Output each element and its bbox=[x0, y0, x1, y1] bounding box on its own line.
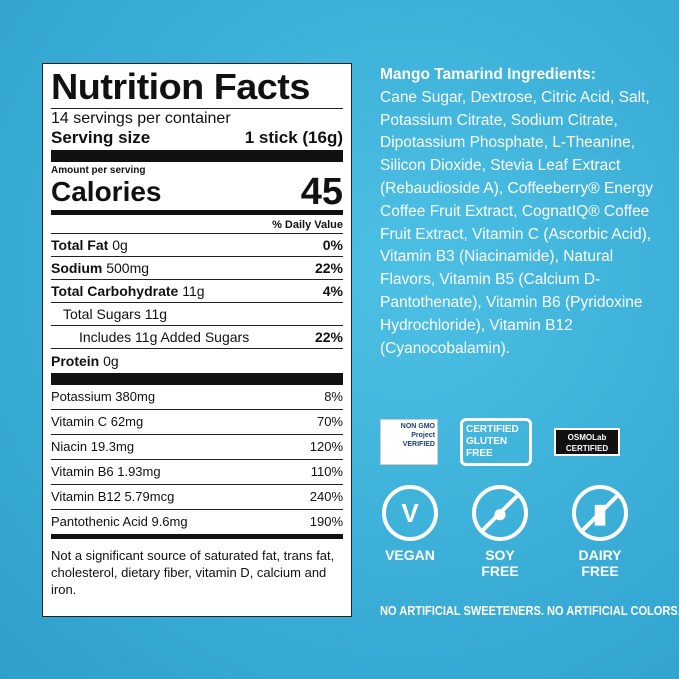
vitamin-row: Vitamin B12 5.79mcg 240% bbox=[51, 485, 343, 510]
osmo-lab-badge: OSMOLab CERTIFIED bbox=[554, 428, 620, 456]
nutrient-dv: 4% bbox=[322, 283, 343, 299]
nutrient-dv: 22% bbox=[314, 260, 343, 276]
serving-size-label: Serving size bbox=[51, 128, 151, 147]
nutrition-facts-label: Nutrition Facts 14 servings per containe… bbox=[42, 63, 352, 617]
nutrient-row: Sodium 500mg 22% bbox=[51, 257, 343, 280]
nutrient-row: Total Sugars 11g bbox=[51, 303, 343, 326]
calories: Calories 45 bbox=[51, 171, 343, 213]
calories-label: Calories bbox=[51, 176, 162, 207]
vitamin-row: Pantothenic Acid 9.6mg 190% bbox=[51, 510, 343, 534]
vitamin-name: Pantothenic Acid 9.6mg bbox=[51, 514, 188, 529]
ingredients-title: Mango Tamarind Ingredients: bbox=[380, 66, 596, 83]
nutrient-row: Total Fat 0g 0% bbox=[51, 234, 343, 257]
nutrient-dv: 0% bbox=[322, 237, 343, 253]
vitamin-name: Vitamin C 62mg bbox=[51, 414, 144, 429]
nutrient-name: Total Carbohydrate 11g bbox=[51, 283, 205, 299]
vegan: V VEGAN bbox=[380, 485, 440, 579]
vitamin-row: Vitamin B6 1.93mg 110% bbox=[51, 460, 343, 485]
vitamin-name: Potassium 380mg bbox=[51, 389, 156, 404]
vitamin-row: Vitamin C 62mg 70% bbox=[51, 410, 343, 435]
nutrient-row: Includes 11g Added Sugars 22% bbox=[51, 326, 343, 349]
vitamin-dv: 120% bbox=[309, 439, 343, 454]
footnote: Not a significant source of saturated fa… bbox=[51, 548, 335, 597]
vitamin-name: Vitamin B6 1.93mg bbox=[51, 464, 161, 479]
nutrient-dv: 22% bbox=[314, 329, 343, 345]
dairy-free-bottle-icon: ▮ bbox=[572, 485, 628, 541]
nutrient-name: Includes 11g Added Sugars bbox=[79, 329, 250, 345]
vitamin-dv: 110% bbox=[310, 464, 343, 479]
label-title: Nutrition Facts bbox=[51, 66, 310, 107]
vitamin-dv: 240% bbox=[309, 489, 343, 504]
gluten-free-badge: CERTIFIED GLUTEN FREE bbox=[460, 418, 532, 466]
dairy-free: ▮DAIRY FREE bbox=[560, 485, 640, 579]
daily-value-header: % Daily Value bbox=[272, 219, 343, 231]
vitamin-row: Potassium 380mg 8% bbox=[51, 385, 343, 410]
nutrient-row: Total Carbohydrate 11g 4% bbox=[51, 280, 343, 303]
vitamin-name: Vitamin B12 5.79mcg bbox=[51, 489, 175, 504]
nutrient-name: Total Fat 0g bbox=[51, 237, 128, 253]
certification-badges: NON GMO Project VERIFIED CERTIFIED GLUTE… bbox=[380, 418, 620, 466]
nutrient-name: Sodium 500mg bbox=[51, 260, 150, 276]
vegan-leaf-icon: V bbox=[382, 485, 438, 541]
vitamin-name: Niacin 19.3mg bbox=[51, 439, 135, 454]
nutrient-name: Total Sugars 11g bbox=[63, 306, 168, 322]
calories-value: 45 bbox=[300, 171, 343, 213]
vitamin-row: Niacin 19.3mg 120% bbox=[51, 435, 343, 460]
servings: 14 servings per container bbox=[51, 110, 231, 127]
amount-per-serving: Amount per serving bbox=[51, 165, 146, 176]
vitamin-dv: 8% bbox=[324, 389, 343, 404]
soy-free-icon: ● bbox=[472, 485, 528, 541]
serving-size: Serving size 1 stick (16g) bbox=[51, 128, 343, 147]
claim-text: NO ARTIFICIAL SWEETENERS. NO ARTIFICIAL … bbox=[380, 603, 679, 618]
ingredients: Mango Tamarind Ingredients: Cane Sugar, … bbox=[380, 64, 660, 360]
serving-size-value: 1 stick (16g) bbox=[244, 128, 343, 147]
non-gmo-badge: NON GMO Project VERIFIED bbox=[380, 419, 438, 465]
vitamin-dv: 190% bbox=[309, 514, 343, 529]
nutrient-name: Protein 0g bbox=[51, 353, 119, 369]
soy-free: ●SOY FREE bbox=[470, 485, 530, 579]
nutrient-row: Protein 0g bbox=[51, 349, 343, 373]
vitamin-dv: 70% bbox=[316, 414, 343, 429]
ingredients-text: Cane Sugar, Dextrose, Citric Acid, Salt,… bbox=[380, 88, 654, 357]
